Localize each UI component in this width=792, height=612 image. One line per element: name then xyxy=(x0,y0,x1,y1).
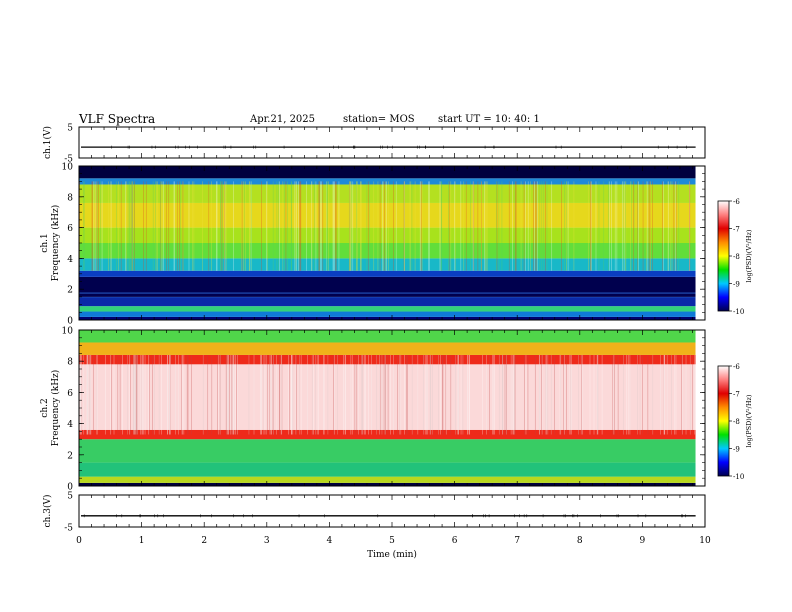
y-tick-label: 10 xyxy=(62,327,74,337)
y-tick-label: 4 xyxy=(67,420,73,430)
colorbar-tick-label: -6 xyxy=(733,363,740,371)
x-tick-label: 4 xyxy=(327,536,333,546)
panel-1: 5 -5 ch.1(V) xyxy=(42,124,706,165)
colorbar-tick-label: -10 xyxy=(733,308,744,316)
panel-3: 0 2 4 6 8 10 ch.2 Frequency (kHz) xyxy=(40,327,706,493)
spectrogram-band xyxy=(79,311,696,317)
x-tick-label: 7 xyxy=(514,536,520,546)
panel-4: 5 -5 ch.3(V) 0 1 2 3 4 5 6 7 8 9 10 Time (min) xyxy=(42,492,711,561)
colorbar-1: -6 -7 -8 -9 -10 log(PSD)(V²/Hz) xyxy=(717,198,753,316)
panel-2: 0 2 4 6 8 10 ch.1 Frequency (kHz) xyxy=(40,163,706,327)
spectrogram-band xyxy=(79,354,696,365)
header-start-time: start UT = 10: 40: 1 xyxy=(438,114,540,125)
colorbar-tick-label: -7 xyxy=(733,226,740,234)
x-axis-label: Time (min) xyxy=(367,549,417,560)
x-tick-label: 8 xyxy=(577,536,583,546)
spectrogram-band xyxy=(79,316,696,320)
colorbar-tick-label: -6 xyxy=(733,198,740,206)
spectrogram-band xyxy=(79,330,696,343)
x-tick-label: 3 xyxy=(264,536,270,546)
y-tick-label: 10 xyxy=(62,163,74,173)
x-tick-label: 6 xyxy=(452,536,458,546)
x-tick-label: 2 xyxy=(201,536,207,546)
x-tick-label: 0 xyxy=(76,536,82,546)
spectrogram-band xyxy=(79,476,696,483)
y-tick-label: 5 xyxy=(67,124,73,134)
spectrogram-band xyxy=(79,202,696,228)
y-tick-label: 6 xyxy=(67,389,73,399)
colorbar-scale xyxy=(717,200,730,312)
y-axis-label: ch.3(V) xyxy=(42,495,53,528)
y-axis-label: ch.1 xyxy=(40,233,50,252)
spectrogram-band xyxy=(79,276,696,297)
colorbar-tick-label: -8 xyxy=(733,253,740,261)
y-tick-label: 2 xyxy=(67,286,73,296)
y-tick-label: 8 xyxy=(67,358,73,368)
header-station: station= MOS xyxy=(343,114,415,125)
no-data-area xyxy=(695,330,705,486)
figure-title: VLF Spectra xyxy=(79,112,156,126)
spectrogram-band xyxy=(79,482,696,486)
y-tick-label: 2 xyxy=(67,451,73,461)
spectrogram-band xyxy=(79,166,696,179)
spectrogram-band xyxy=(79,243,696,259)
x-tick-label: 9 xyxy=(640,536,646,546)
colorbar-tick-label: -10 xyxy=(733,473,744,481)
colorbar-tick-label: -9 xyxy=(733,281,740,289)
header-date: Apr.21, 2025 xyxy=(250,114,316,125)
colorbar-tick-label: -8 xyxy=(733,418,740,426)
spectrogram-band xyxy=(79,429,696,440)
y-axis-label: Frequency (kHz) xyxy=(50,370,61,447)
x-tick-label: 10 xyxy=(699,536,711,546)
y-tick-label: 0 xyxy=(67,483,73,493)
colorbar-2: -6 -7 -8 -9 -10 log(PSD)(V²/Hz) xyxy=(717,363,753,481)
colorbar-tick-label: -9 xyxy=(733,446,740,454)
colorbar-label: log(PSD)(V²/Hz) xyxy=(745,394,753,447)
spectrogram-band xyxy=(79,184,696,203)
colorbar-scale xyxy=(717,365,730,477)
colorbar-label: log(PSD)(V²/Hz) xyxy=(745,229,753,282)
spectrogram-band xyxy=(79,296,696,307)
x-tick-label: 5 xyxy=(389,536,395,546)
y-tick-label: 5 xyxy=(67,492,73,502)
y-axis-label: Frequency (kHz) xyxy=(50,205,61,282)
spectrogram-band xyxy=(79,462,696,477)
spectrogram-band xyxy=(79,439,696,463)
y-tick-label: -5 xyxy=(64,155,73,165)
spectrogram-band xyxy=(79,342,696,355)
no-data-area xyxy=(695,166,705,320)
y-axis-label: ch.2 xyxy=(40,398,50,417)
y-tick-label: 6 xyxy=(67,224,73,234)
y-tick-label: 4 xyxy=(67,255,73,265)
spectrogram-band xyxy=(79,270,696,277)
y-axis-label: ch.1(V) xyxy=(42,126,53,159)
y-tick-label: -5 xyxy=(64,524,73,534)
spectrogram-band xyxy=(79,364,696,430)
spectrogram-band xyxy=(79,258,696,271)
y-tick-label: 8 xyxy=(67,193,73,203)
spectrogram-band xyxy=(79,227,696,243)
spectrogram-band xyxy=(79,306,696,312)
colorbar-tick-label: -7 xyxy=(733,391,740,399)
spectrogram-band xyxy=(79,178,696,185)
x-tick-label: 1 xyxy=(139,536,145,546)
y-tick-label: 0 xyxy=(67,317,73,327)
